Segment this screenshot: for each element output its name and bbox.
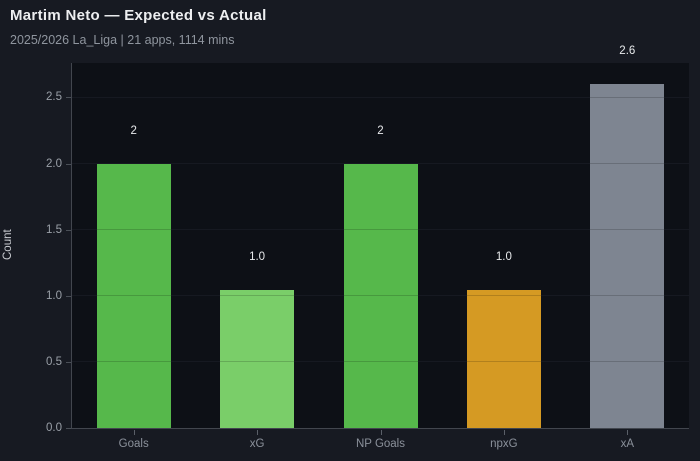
- chart-title: Martim Neto — Expected vs Actual: [10, 7, 267, 24]
- y-tick-label: 0.5: [46, 355, 62, 368]
- gridline-overlay: [72, 361, 689, 363]
- chart-subtitle: 2025/2026 La_Liga | 21 apps, 1114 mins: [10, 33, 235, 47]
- x-tick-mark: [627, 430, 629, 435]
- bar-npxg: [466, 290, 541, 428]
- y-tick-mark: [66, 97, 71, 99]
- x-tick-label: Goals: [118, 438, 149, 450]
- bar-value-label: 2: [130, 124, 137, 137]
- y-tick-mark: [66, 163, 71, 165]
- gridline-overlay: [72, 96, 689, 98]
- x-tick-label: NP Goals: [355, 438, 405, 450]
- bar-value-label: 2.6: [619, 45, 636, 58]
- gridline-overlay: [72, 295, 689, 297]
- bar-value-label: 1.0: [495, 251, 512, 264]
- x-tick-mark: [380, 430, 382, 435]
- y-tick-label: 1.0: [46, 289, 62, 302]
- y-axis-line: [71, 63, 72, 429]
- y-tick-label: 2.0: [46, 157, 62, 170]
- gridline-overlay: [72, 229, 689, 231]
- gridline: [72, 96, 689, 98]
- y-tick-mark: [66, 428, 71, 429]
- y-tick-label: 0.0: [46, 422, 62, 434]
- bar-xg: [220, 290, 295, 428]
- bar-goals: [96, 163, 171, 428]
- y-tick-mark: [66, 361, 71, 363]
- x-tick-label: npxG: [490, 438, 518, 450]
- bar-xa: [590, 84, 665, 428]
- bar-np-goals: [343, 163, 418, 428]
- x-tick-mark: [503, 430, 505, 435]
- bar-value-label: 1.0: [249, 251, 266, 264]
- y-tick-mark: [66, 295, 71, 297]
- y-tick-label: 2.5: [46, 91, 62, 104]
- y-tick-mark: [66, 229, 71, 231]
- x-tick-label: xG: [249, 438, 265, 450]
- gridline-overlay: [72, 163, 689, 164]
- x-tick-mark: [257, 430, 259, 435]
- bar-value-label: 2: [377, 124, 384, 137]
- x-tick-mark: [133, 430, 135, 435]
- x-axis-line: [71, 428, 689, 429]
- x-tick-label: xA: [620, 438, 634, 450]
- y-tick-label: 1.5: [46, 223, 62, 236]
